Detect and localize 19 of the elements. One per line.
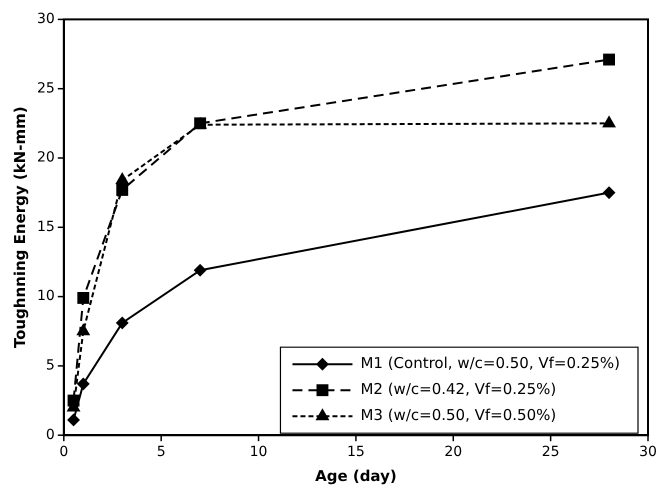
y-axis-title: Toughnning Energy (kN-mm) — [10, 106, 29, 348]
y-tick-label: 5 — [46, 358, 55, 374]
x-tick-label: 25 — [542, 444, 560, 460]
x-tick-label: 10 — [250, 444, 268, 460]
x-tick-label: 0 — [59, 444, 68, 460]
x-tick-label: 15 — [346, 444, 365, 460]
y-tick-label: 15 — [36, 218, 55, 235]
legend-label: M3 (w/c=0.50, Vf=0.50%) — [360, 406, 556, 424]
x-tick-label: 20 — [444, 444, 462, 460]
y-tick-label: 20 — [36, 150, 55, 166]
x-axis-title: Age (day) — [315, 466, 397, 485]
x-tick-label: 30 — [639, 444, 657, 460]
y-tick-label: 30 — [36, 11, 55, 28]
y-tick-label: 25 — [36, 80, 55, 96]
y-tick-label: 0 — [46, 426, 55, 443]
y-tick-label: 10 — [36, 288, 55, 304]
x-tick-label: 5 — [156, 444, 166, 460]
legend-label: M1 (Control, w/c=0.50, Vf=0.25%) — [360, 354, 620, 372]
legend-label: M2 (w/c=0.42, Vf=0.25%) — [360, 380, 556, 398]
